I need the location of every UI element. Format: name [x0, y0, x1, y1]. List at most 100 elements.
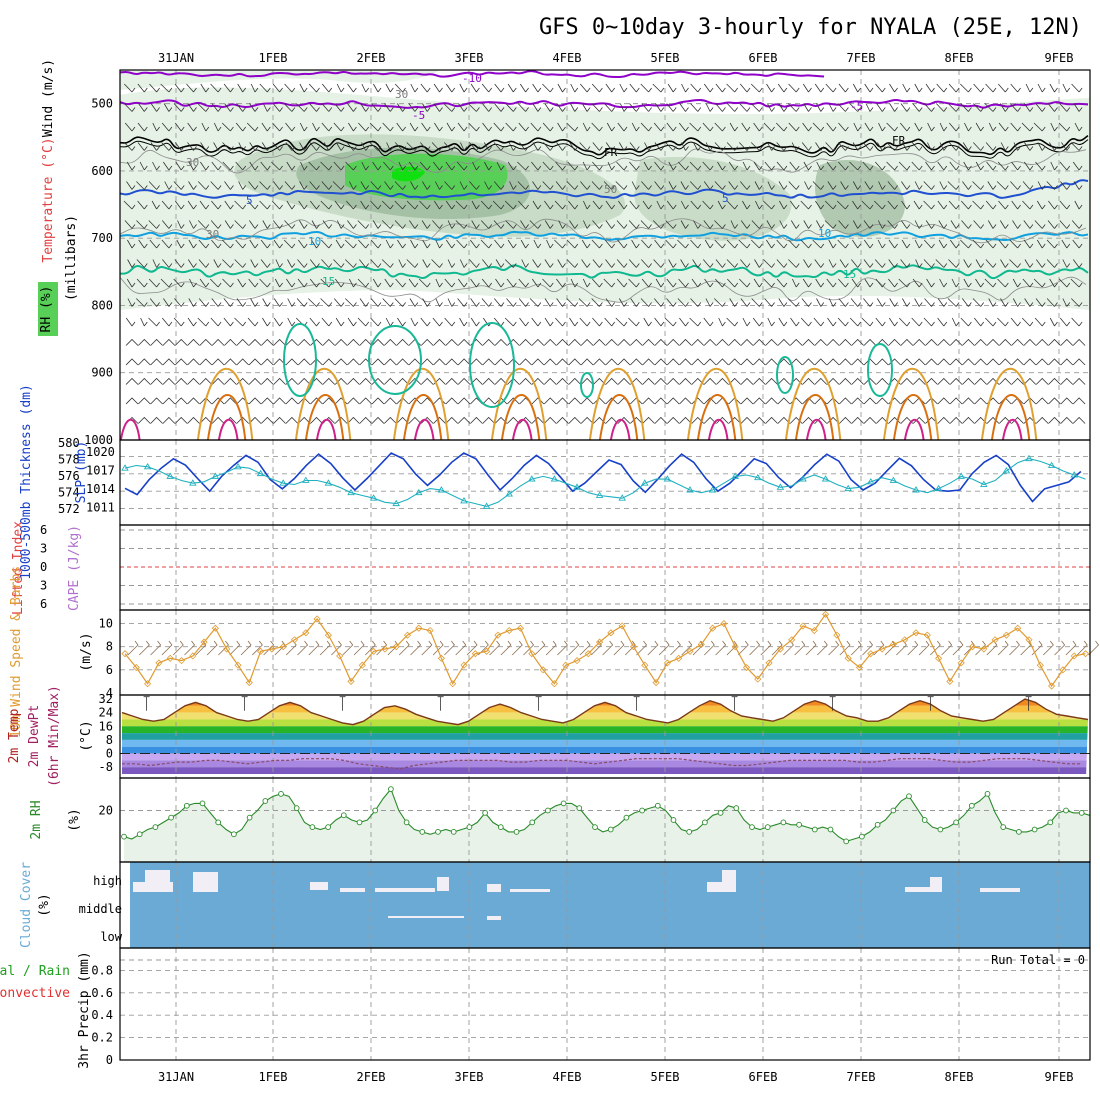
thickness-marker — [708, 486, 717, 493]
wind-barb — [408, 358, 422, 366]
wind-barb — [581, 103, 591, 112]
wind-barb — [593, 338, 606, 346]
thickness-marker — [1025, 454, 1033, 462]
wind-barb — [839, 416, 852, 424]
wind-barb — [628, 259, 640, 268]
wind-speed-marker — [878, 645, 886, 653]
thickness-marker — [256, 469, 265, 477]
wind-barb — [653, 259, 665, 268]
wind-barb — [422, 259, 431, 268]
contour-label: -10 — [462, 72, 482, 85]
wind-barb — [507, 416, 520, 424]
wind-barb — [470, 278, 480, 288]
wind-barb — [714, 239, 726, 249]
wind-barb — [629, 83, 640, 93]
wind-speed-marker — [516, 624, 525, 632]
thickness-marker — [392, 499, 400, 507]
wind-barb — [173, 278, 185, 288]
thickness-tick-label: 576 — [58, 469, 80, 483]
wind-barb — [482, 259, 493, 268]
wind-barb — [617, 416, 631, 424]
wind-barb — [359, 377, 372, 385]
temp-contour-minus10 — [119, 70, 825, 79]
rh2m-marker — [592, 824, 598, 830]
wind-speed-marker — [358, 661, 366, 669]
wind-barb — [421, 122, 431, 132]
wind-barb — [1022, 181, 1034, 190]
wind-barb — [642, 416, 655, 424]
wind-speed-marker — [697, 640, 705, 648]
wind-barb — [271, 161, 283, 171]
low-level-temp-contour — [315, 418, 337, 441]
wind-barb — [593, 358, 606, 366]
wind-barb — [1059, 200, 1071, 210]
wind-barb — [726, 83, 739, 93]
wind-barb — [654, 338, 668, 346]
wind-barb — [837, 103, 849, 112]
wind-barb — [703, 181, 714, 190]
wind-barb — [876, 397, 889, 405]
wind-barb — [1012, 220, 1021, 229]
wind-barb — [210, 181, 222, 190]
rh-isoline — [119, 276, 1087, 303]
wind-barb — [370, 181, 382, 190]
wind-barb — [284, 83, 296, 93]
wind-barb — [273, 377, 286, 385]
thickness-line — [124, 458, 1086, 507]
wind-barb — [187, 259, 197, 268]
temperature-axis-label: Temperature (°C) — [41, 137, 56, 262]
wind-speed-marker — [279, 643, 287, 651]
wind-barb — [187, 317, 197, 327]
wind-barb — [925, 220, 935, 229]
wind-barb-10m — [444, 640, 455, 656]
wind-barb — [680, 259, 689, 268]
wind-barb — [531, 317, 542, 327]
wind-barb — [507, 338, 520, 346]
wind-barb — [287, 298, 296, 307]
wind-barb — [828, 239, 837, 249]
wind-barb — [494, 239, 505, 249]
wind-barb — [863, 259, 874, 268]
wind-barb — [679, 377, 692, 385]
wind-speed-marker — [1014, 624, 1022, 632]
wind-barb — [839, 377, 852, 385]
wind-barb — [433, 416, 446, 424]
wind-barb — [888, 239, 898, 249]
wind-barb — [642, 377, 655, 385]
temp-tick-label: 8 — [106, 733, 113, 747]
wind-barb — [175, 161, 185, 171]
wind-barb — [642, 397, 655, 405]
rh2m-marker — [152, 824, 159, 830]
wind-barb — [187, 103, 197, 112]
wind-barb — [617, 377, 631, 385]
wind-barb — [962, 416, 975, 424]
wind-barb — [238, 181, 247, 190]
wind-barb — [457, 122, 468, 132]
wind-speed-marker — [720, 620, 728, 628]
wind-barb — [480, 239, 493, 249]
wind-barb — [531, 278, 542, 288]
wind-barb — [961, 220, 972, 229]
wind-barb — [347, 358, 360, 366]
thickness-marker — [686, 486, 694, 493]
wind-barb — [494, 338, 508, 346]
wind-barb — [320, 278, 333, 288]
wind-barb — [371, 103, 382, 112]
wind-barb — [888, 416, 901, 424]
x-tick-label-bottom: 4FEB — [553, 1070, 582, 1084]
wind-barb — [247, 317, 259, 327]
wind-barb — [238, 142, 247, 151]
wind-barb — [912, 338, 926, 346]
wind-barb — [384, 397, 397, 405]
wind-barb — [962, 338, 975, 346]
wind-barb — [125, 397, 139, 405]
wind-barb — [803, 259, 812, 268]
wind-barb — [555, 181, 566, 190]
wind-speed-marker — [121, 650, 129, 658]
wind-speed-marker — [1036, 661, 1044, 669]
wind-barb — [605, 377, 618, 385]
precip-convective-label: Convective — [0, 986, 70, 1001]
wind-barb — [199, 377, 213, 385]
wind-barb — [335, 317, 345, 327]
wind-barb — [493, 220, 505, 229]
